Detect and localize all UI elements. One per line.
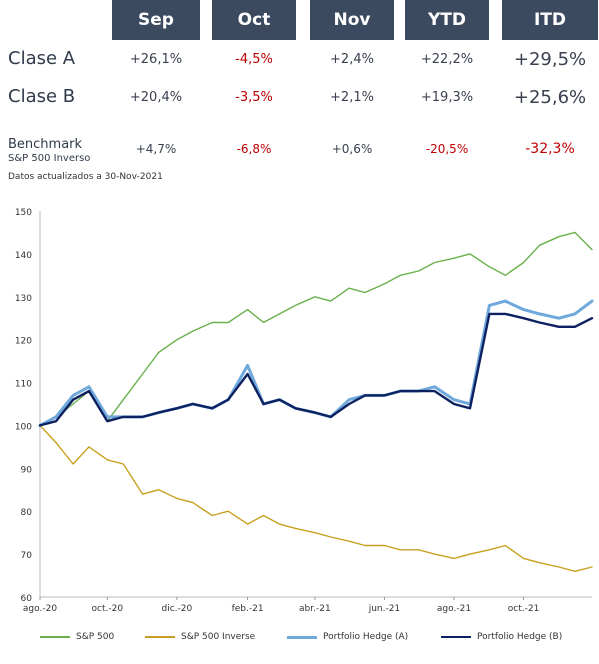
y-tick-label: 110 (15, 380, 32, 390)
benchmark-ytd: -20,5% (425, 142, 469, 156)
y-tick-label: 150 (15, 208, 32, 218)
col-header-sep: Sep (112, 0, 200, 40)
x-tick-label: oct.-20 (92, 604, 124, 614)
chart-legend: S&P 500 S&P 500 Inverse Portfolio Hedge … (0, 632, 599, 650)
y-tick-label: 70 (21, 551, 33, 561)
x-tick-label: jun.-21 (368, 604, 400, 614)
benchmark-label: Benchmark (8, 137, 83, 152)
legend-swatch-hedge-b (441, 636, 471, 638)
clase-a-oct: -4,5% (235, 52, 273, 67)
benchmark-sep: +4,7% (135, 142, 177, 156)
row-label-clase-a: Clase A (8, 48, 76, 69)
clase-a-itd: +29,5% (513, 49, 587, 70)
clase-b-oct: -3,5% (235, 90, 273, 105)
col-header-oct: Oct (212, 0, 296, 40)
x-tick-label: dic.-20 (161, 604, 192, 614)
performance-line-chart: 60 70 80 90 100 110 120 130 140 150 ago.-20 oct.-20… (15, 208, 594, 614)
clase-b-itd: +25,6% (513, 87, 587, 108)
benchmark-oct: -6,8% (236, 142, 272, 156)
legend-label-sp500: S&P 500 (76, 632, 115, 642)
legend-swatch-hedge-a (287, 635, 317, 639)
y-tick-label: 120 (15, 337, 32, 347)
legend-item-hedge-a: Portfolio Hedge (A) (287, 632, 408, 642)
benchmark-nov: +0,6% (331, 142, 373, 156)
legend-label-sp500-inverse: S&P 500 Inverse (181, 632, 256, 642)
y-tick-label: 140 (15, 251, 32, 261)
series-line-3 (38, 312, 594, 427)
series-line-0 (39, 231, 593, 427)
col-header-itd: ITD (502, 0, 598, 40)
legend-item-sp500: S&P 500 (40, 632, 114, 642)
legend-swatch-sp500-inverse (145, 636, 175, 638)
series-line-1 (39, 424, 593, 572)
x-tick-label: abr.-21 (299, 604, 331, 614)
benchmark-sublabel: S&P 500 Inverso (8, 153, 91, 164)
x-tick-label: ago.-20 (23, 604, 57, 614)
legend-swatch-sp500 (40, 636, 70, 638)
legend-label-hedge-a: Portfolio Hedge (A) (323, 632, 409, 642)
y-tick-label: 130 (15, 294, 32, 304)
col-header-ytd: YTD (405, 0, 489, 40)
y-tick-label: 80 (21, 508, 33, 518)
clase-b-ytd: +19,3% (420, 90, 474, 105)
row-label-clase-b: Clase B (8, 86, 76, 107)
update-note: Datos actualizados a 30-Nov-2021 (8, 172, 163, 182)
clase-b-nov: +2,1% (330, 90, 374, 105)
legend-item-hedge-b: Portfolio Hedge (B) (441, 632, 562, 642)
col-header-nov: Nov (310, 0, 394, 40)
clase-a-ytd: +22,2% (420, 52, 474, 67)
x-tick-label: feb.-21 (232, 604, 264, 614)
legend-item-sp500-inverse: S&P 500 Inverse (145, 632, 255, 642)
clase-a-sep: +26,1% (129, 52, 183, 67)
y-tick-label: 60 (21, 594, 33, 604)
y-tick-label: 100 (15, 422, 32, 432)
x-tick-label: oct.-21 (508, 604, 540, 614)
clase-b-sep: +20,4% (129, 90, 183, 105)
clase-a-nov: +2,4% (330, 52, 374, 67)
y-tick-label: 90 (21, 465, 33, 475)
x-tick-label: ago.-21 (437, 604, 471, 614)
legend-label-hedge-b: Portfolio Hedge (B) (477, 632, 563, 642)
benchmark-itd: -32,3% (525, 141, 575, 157)
series-line-2 (38, 299, 594, 427)
